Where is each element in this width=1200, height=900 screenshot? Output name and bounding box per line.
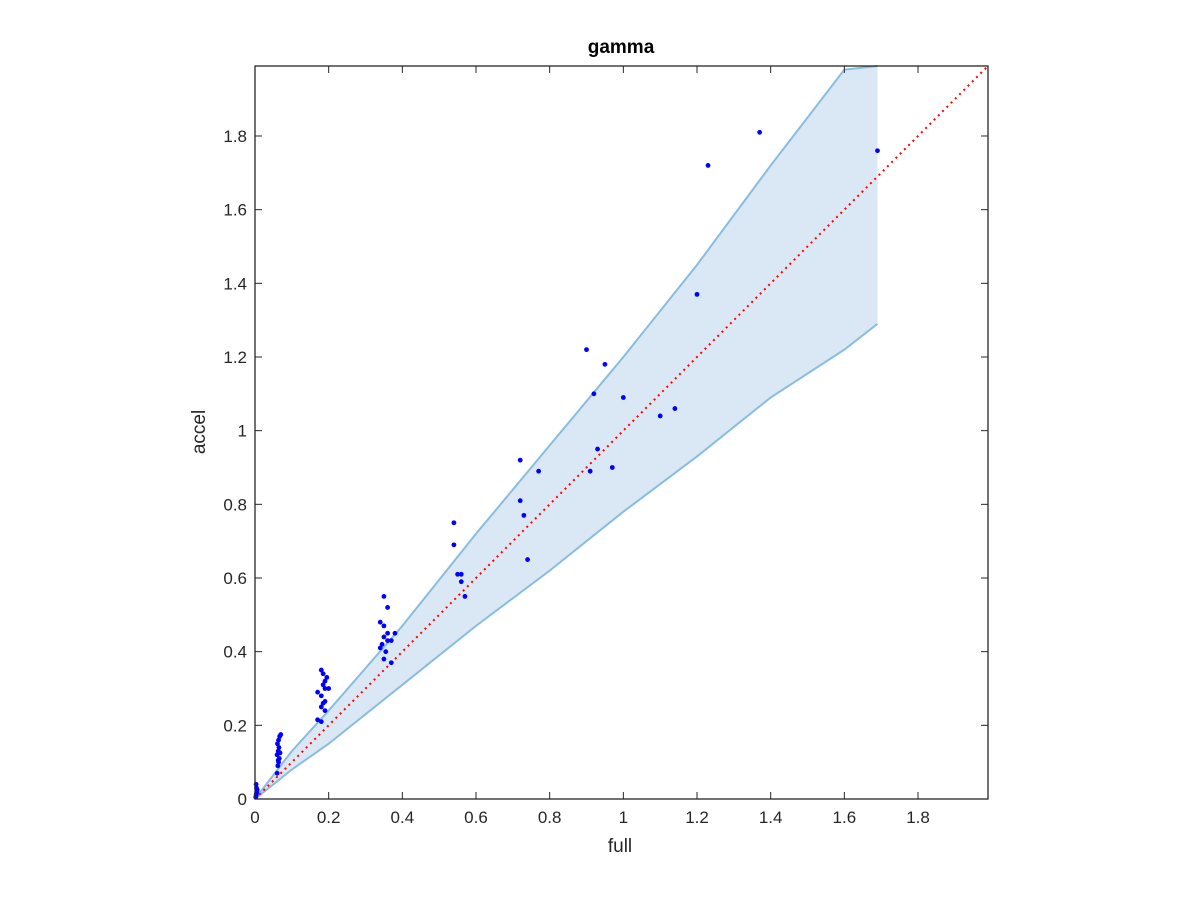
chart-title: gamma <box>588 37 655 58</box>
data-point <box>322 678 328 684</box>
data-point <box>388 638 394 644</box>
data-point <box>318 693 324 699</box>
data-point <box>591 391 597 397</box>
data-point <box>620 395 626 400</box>
y-tick-label: 0.4 <box>223 643 247 662</box>
data-point <box>536 468 542 474</box>
y-tick-label: 0.8 <box>223 495 247 514</box>
axes: 0 0.2 0.4 0.6 0.8 1 1.2 1.4 1.6 1.8 0 0.2 0.4 0.6 0.8 1… <box>223 65 989 827</box>
data-point <box>525 557 530 562</box>
data-point <box>587 468 593 474</box>
y-tick-label: 1.8 <box>223 127 247 146</box>
y-tick-label: 1 <box>238 422 247 441</box>
data-point <box>517 498 523 504</box>
data-point <box>381 656 387 662</box>
data-point <box>322 686 328 691</box>
data-point <box>672 406 678 411</box>
data-point <box>326 686 332 691</box>
data-point <box>609 465 615 470</box>
data-point <box>385 605 391 610</box>
axes-box <box>254 65 989 800</box>
data-point <box>324 675 330 680</box>
y-tick-label: 0 <box>238 790 247 809</box>
data-point <box>320 682 326 688</box>
data-point <box>275 741 280 747</box>
data-point <box>521 512 527 518</box>
y-tick-label: 0.2 <box>223 716 247 735</box>
data-point <box>381 623 387 629</box>
data-point <box>322 698 328 704</box>
data-point <box>381 594 387 599</box>
data-point <box>276 745 282 750</box>
data-point <box>377 619 383 625</box>
data-point <box>320 671 326 677</box>
data-point <box>458 571 464 577</box>
data-point <box>392 630 398 636</box>
data-point <box>275 757 281 763</box>
data-point <box>276 737 281 743</box>
data-point <box>315 689 321 695</box>
y-tick-label: 1.2 <box>223 348 247 367</box>
data-point <box>278 732 284 737</box>
data-point <box>381 634 387 640</box>
band-lower-edge <box>254 323 879 800</box>
data-point <box>277 750 283 756</box>
data-point <box>595 446 600 452</box>
data-point <box>757 129 763 135</box>
x-tick-label: 0.8 <box>538 808 562 827</box>
x-tick-label: 0.6 <box>464 808 488 827</box>
data-point <box>657 413 663 419</box>
data-point <box>517 457 523 463</box>
x-tick-label: 0.2 <box>317 808 341 827</box>
x-axis-label: full <box>608 836 632 857</box>
data-point <box>602 361 608 367</box>
data-point <box>451 520 457 526</box>
data-point <box>388 660 394 666</box>
data-point <box>455 571 460 577</box>
data-point <box>275 763 281 769</box>
x-tick-label: 1.4 <box>759 808 783 827</box>
data-point <box>462 594 468 599</box>
data-point <box>451 542 457 548</box>
data-point <box>318 704 324 710</box>
data-point <box>875 148 880 154</box>
data-point <box>584 347 589 353</box>
data-point <box>318 667 324 673</box>
data-point <box>458 579 464 585</box>
plot-area <box>253 65 989 800</box>
data-point <box>322 708 328 713</box>
data-point <box>377 645 383 651</box>
data-point <box>694 291 700 297</box>
y-axis-label: accel <box>189 410 210 454</box>
y-tick-label: 0.6 <box>223 569 247 588</box>
x-tick-label: 1 <box>619 808 628 827</box>
x-tick-label: 1.8 <box>906 808 930 827</box>
x-tick-label: 0 <box>250 808 259 827</box>
x-tick-label: 0.4 <box>391 808 415 827</box>
data-point <box>315 717 321 723</box>
y-tick-label: 1.4 <box>223 274 247 293</box>
data-point <box>385 638 391 644</box>
data-point <box>274 770 280 776</box>
band-upper-edge <box>254 65 878 800</box>
data-point <box>383 649 389 655</box>
x-tick-label: 1.6 <box>833 808 857 827</box>
y-tick-label: 1.6 <box>223 201 247 220</box>
x-tick-label: 1.2 <box>685 808 709 827</box>
data-point <box>385 630 391 636</box>
data-point <box>379 641 385 647</box>
data-point <box>705 163 711 168</box>
data-point <box>318 719 324 725</box>
